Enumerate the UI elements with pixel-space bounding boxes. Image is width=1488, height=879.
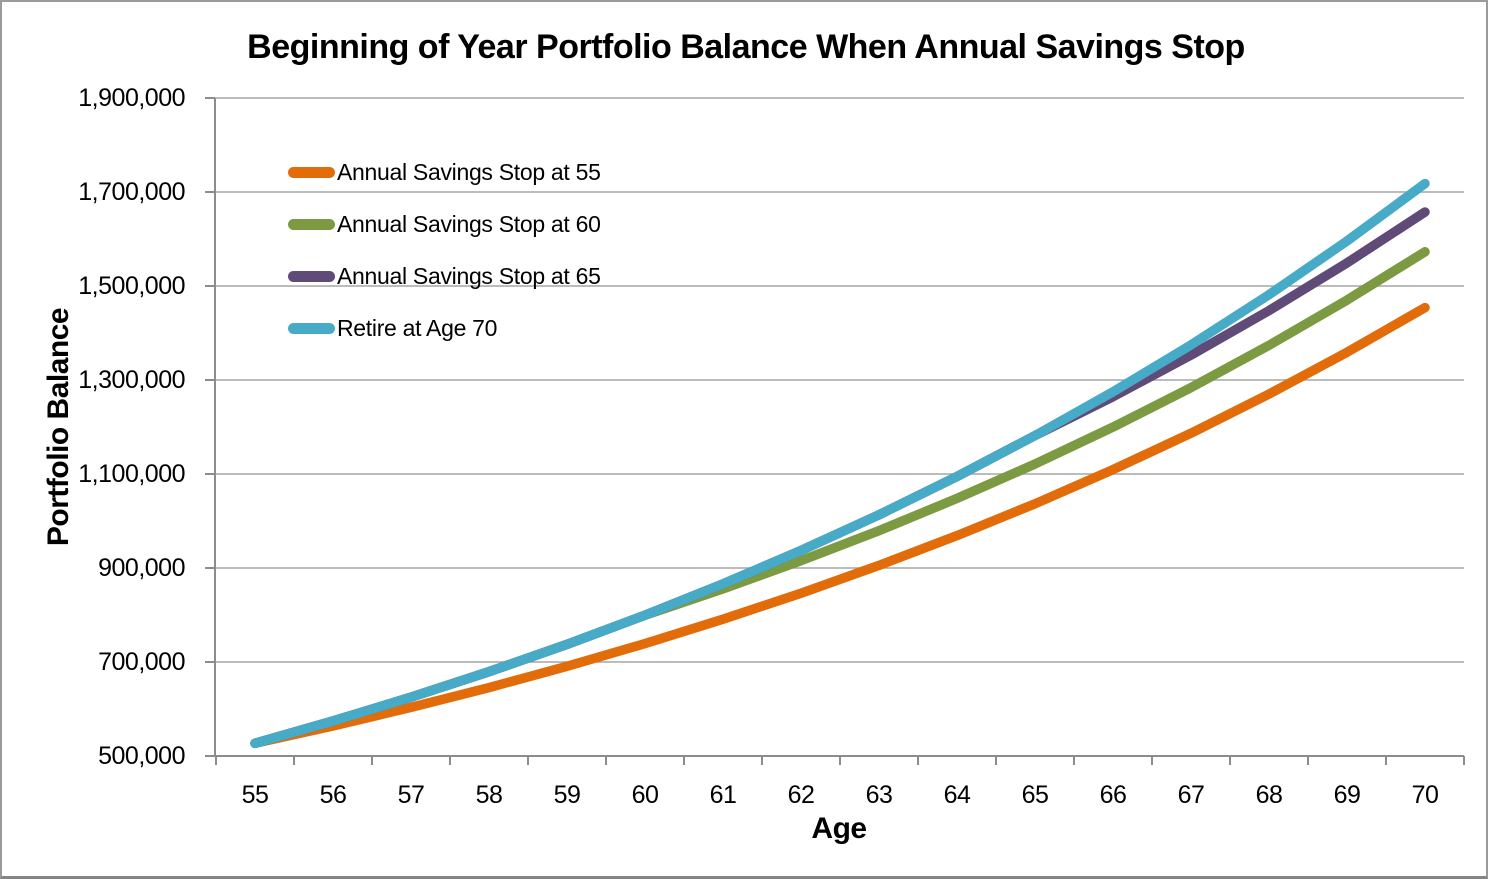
legend-item-retire-70: Retire at Age 70: [288, 302, 601, 354]
x-tick-label: 57: [397, 781, 425, 809]
series-line-0: [250, 302, 1430, 749]
x-tick-label: 68: [1255, 781, 1283, 809]
legend-item-stop-60: Annual Savings Stop at 60: [288, 198, 601, 250]
x-tick-label: 67: [1177, 781, 1205, 809]
x-tick-label: 55: [241, 781, 269, 809]
x-tick-label: 63: [865, 781, 893, 809]
legend-swatch-stop-55: [288, 166, 335, 178]
y-tick-label: 500,000: [98, 742, 185, 770]
x-tick-label: 65: [1021, 781, 1049, 809]
x-tick-label: 66: [1099, 781, 1127, 809]
legend-label-stop-55: Annual Savings Stop at 55: [337, 158, 601, 185]
y-tick-label: 1,500,000: [78, 272, 185, 300]
y-tick-label: 700,000: [98, 648, 185, 676]
x-tick-label: 70: [1411, 781, 1439, 809]
x-tick-label: 60: [631, 781, 659, 809]
legend-label-retire-70: Retire at Age 70: [337, 314, 498, 341]
legend-item-stop-65: Annual Savings Stop at 65: [288, 250, 601, 302]
y-tick-label: 1,100,000: [78, 460, 185, 488]
legend-item-stop-55: Annual Savings Stop at 55: [288, 146, 601, 198]
x-tick-label: 61: [709, 781, 737, 809]
legend-swatch-stop-60: [288, 218, 335, 230]
legend-label-stop-60: Annual Savings Stop at 60: [337, 210, 601, 237]
x-tick-label: 59: [553, 781, 581, 809]
y-tick-label: 1,900,000: [78, 84, 185, 112]
series-line-3: [250, 178, 1430, 749]
y-tick-label: 1,300,000: [78, 366, 185, 394]
chart-title: Beginning of Year Portfolio Balance When…: [247, 28, 1245, 66]
legend-swatch-stop-65: [288, 270, 335, 282]
x-tick-label: 62: [787, 781, 815, 809]
x-tick-label: 56: [319, 781, 347, 809]
x-tick-label: 58: [475, 781, 503, 809]
y-tick-label: 1,700,000: [78, 178, 185, 206]
x-tick-label: 69: [1333, 781, 1361, 809]
x-axis-title: Age: [811, 812, 867, 845]
legend-swatch-retire-70: [288, 322, 335, 334]
x-tick-label: 64: [943, 781, 971, 809]
y-tick-label: 900,000: [98, 554, 185, 582]
legend: Annual Savings Stop at 55 Annual Savings…: [288, 146, 601, 354]
legend-label-stop-65: Annual Savings Stop at 65: [337, 262, 601, 289]
